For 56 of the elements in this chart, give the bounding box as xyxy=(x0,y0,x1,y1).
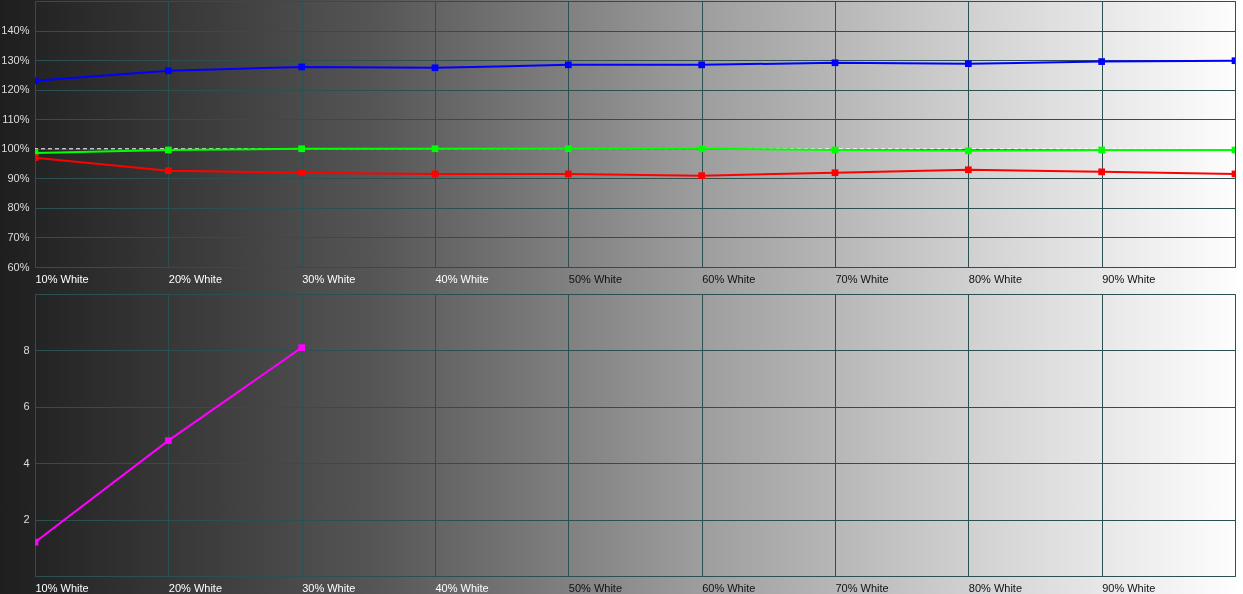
point xyxy=(298,145,306,153)
point xyxy=(964,166,972,174)
point xyxy=(564,145,572,153)
point xyxy=(431,64,439,72)
point xyxy=(298,169,306,177)
point xyxy=(564,170,572,178)
point xyxy=(298,344,306,351)
y-tick-label: 130% xyxy=(1,53,30,66)
point xyxy=(164,146,172,154)
y-tick-label: 90% xyxy=(7,171,30,184)
x-tick-label: 40% White xyxy=(435,272,489,285)
point xyxy=(164,437,172,444)
point xyxy=(298,63,306,71)
x-tick-label: 70% White xyxy=(835,272,889,285)
point xyxy=(831,59,839,67)
x-tick-label: 70% White xyxy=(835,581,889,594)
point xyxy=(698,61,706,69)
x-tick-label: 10% White xyxy=(35,581,89,594)
point xyxy=(164,167,172,174)
point xyxy=(1098,146,1106,154)
point xyxy=(698,172,706,180)
y-tick-label: 8 xyxy=(23,343,30,356)
x-tick-label: 90% White xyxy=(1102,581,1156,594)
x-tick-label: 80% White xyxy=(968,272,1023,285)
x-tick-label: 60% White xyxy=(702,272,756,285)
y-tick-label: 140% xyxy=(1,24,30,37)
x-tick-label: 30% White xyxy=(302,581,356,594)
point xyxy=(564,61,572,69)
x-tick-label: 30% White xyxy=(302,272,356,285)
y-tick-label: 100% xyxy=(1,142,30,155)
y-tick-label: 6 xyxy=(23,400,30,413)
point xyxy=(698,145,706,153)
y-tick-label: 4 xyxy=(23,456,30,469)
point xyxy=(431,145,439,153)
point xyxy=(964,147,972,155)
line-series xyxy=(35,57,1235,85)
y-tick-label: 120% xyxy=(1,83,30,96)
x-tick-label: 20% White xyxy=(168,581,223,594)
x-tick-label: 50% White xyxy=(568,581,623,594)
x-tick-label: 60% White xyxy=(702,581,756,594)
x-tick-label: 90% White xyxy=(1102,272,1156,285)
point xyxy=(164,67,172,75)
y-tick-label: 80% xyxy=(7,201,30,214)
x-tick-label: 10% White xyxy=(35,272,89,285)
point xyxy=(1098,58,1106,65)
x-tick-label: 20% White xyxy=(168,272,223,285)
y-tick-label: 110% xyxy=(2,112,30,125)
y-tick-label: 2 xyxy=(23,513,30,526)
y-tick-label: 60% xyxy=(7,260,30,273)
x-tick-label: 80% White xyxy=(968,581,1023,594)
x-tick-label: 50% White xyxy=(568,272,623,285)
point xyxy=(831,169,839,177)
y-tick-label: 70% xyxy=(7,230,30,243)
point xyxy=(1098,168,1106,176)
x-tick-label: 40% White xyxy=(435,581,489,594)
point xyxy=(964,60,972,68)
